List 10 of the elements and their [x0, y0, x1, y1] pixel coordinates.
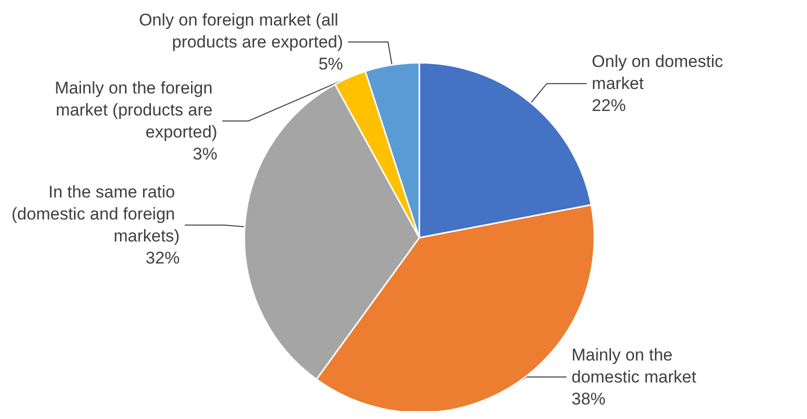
data-label: 22%: [592, 96, 626, 116]
slice-label: Mainly on the domestic market: [571, 346, 696, 386]
data-label: 3%: [192, 144, 218, 164]
data-label: 38%: [571, 390, 606, 408]
data-label: 32%: [146, 248, 180, 268]
slice-label: Only on foreign market (all products are exported): [138, 10, 344, 52]
slice-label: Mainly on the foreign market (products are exported): [54, 78, 218, 142]
slice-label: Only on domestic market: [592, 52, 728, 94]
slice-label: In the same ratio (domestic and foreign markets): [12, 182, 180, 246]
data-label: 5%: [318, 54, 344, 74]
